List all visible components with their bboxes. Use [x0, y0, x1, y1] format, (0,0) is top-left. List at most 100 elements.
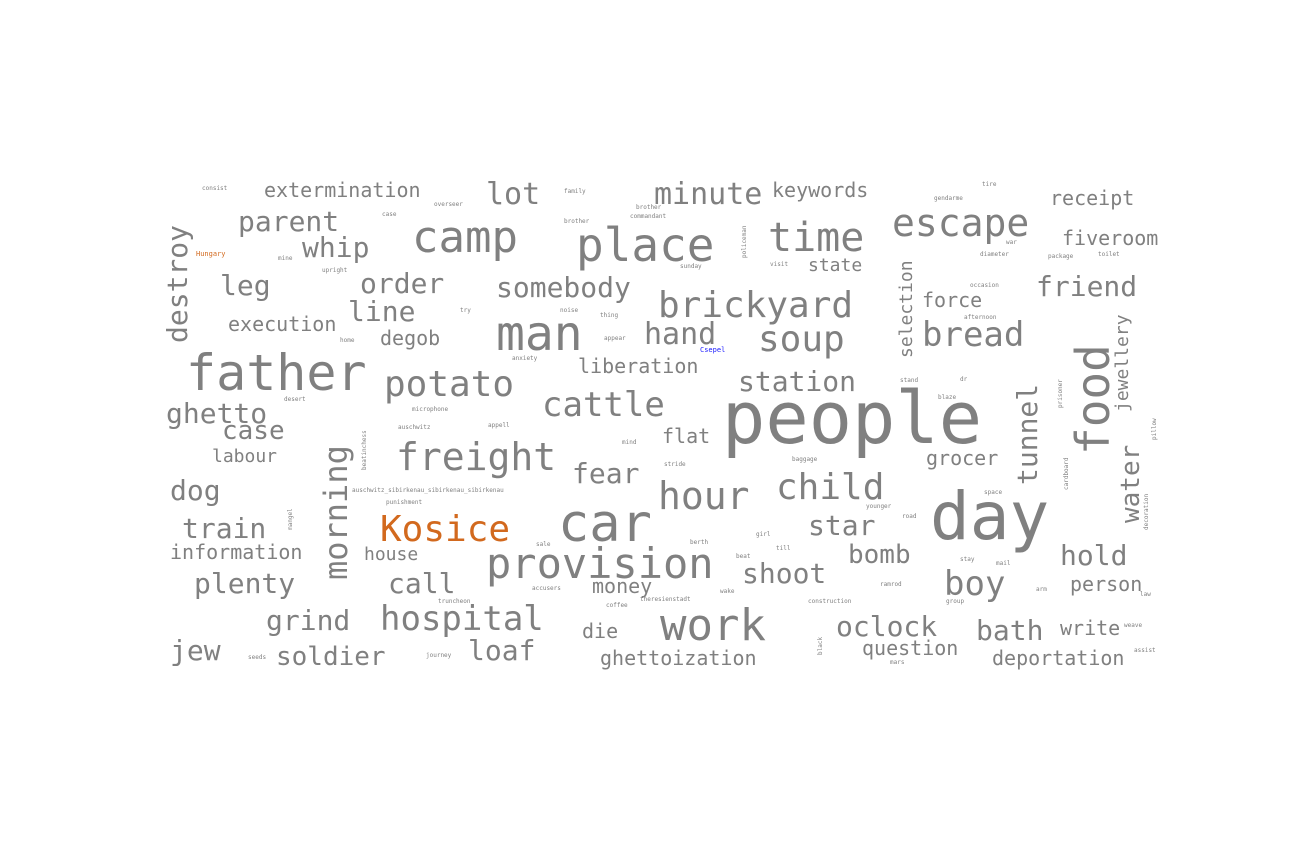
cloud-word: case	[222, 416, 285, 446]
cloud-word: baggage	[792, 456, 818, 463]
cloud-word: family	[564, 188, 586, 195]
cloud-word: microphone	[412, 406, 449, 413]
cloud-word: hold	[1060, 539, 1128, 572]
cloud-word: information	[170, 540, 303, 564]
cloud-word: brother	[636, 204, 662, 211]
cloud-word: execution	[228, 312, 337, 336]
cloud-word: stand	[900, 377, 919, 384]
cloud-word: jewellery	[1112, 314, 1133, 412]
cloud-word: hour	[658, 474, 750, 518]
cloud-word: stride	[664, 461, 686, 468]
cloud-word: Hungary	[196, 250, 226, 258]
cloud-word: write	[1060, 616, 1121, 640]
cloud-word: plenty	[194, 567, 296, 600]
cloud-word: food	[1066, 344, 1120, 455]
cloud-word: question	[862, 636, 959, 660]
cloud-word: younger	[866, 503, 892, 510]
cloud-word: grind	[266, 604, 351, 637]
cloud-word: truncheon	[438, 598, 471, 605]
cloud-word: ghetto	[166, 397, 268, 430]
cloud-word: degob	[380, 326, 441, 350]
cloud-word: money	[592, 574, 653, 598]
cloud-word: selection	[896, 260, 917, 358]
cloud-word: train	[182, 512, 267, 545]
cloud-word: policeman	[741, 225, 748, 258]
cloud-word: parent	[238, 205, 340, 238]
cloud-word: berth	[690, 539, 709, 546]
cloud-word: mars	[890, 659, 905, 666]
cloud-word: brickyard	[658, 285, 854, 326]
cloud-word: receipt	[1050, 186, 1135, 210]
cloud-word: father	[186, 344, 367, 402]
cloud-word: jew	[170, 634, 221, 667]
cloud-word: tire	[982, 181, 997, 188]
cloud-word: liberation	[578, 354, 699, 378]
cloud-word: seeds	[248, 654, 267, 661]
cloud-word: car	[558, 494, 652, 554]
cloud-word: stay	[960, 556, 975, 563]
cloud-word: day	[930, 478, 1050, 555]
cloud-word: hospital	[380, 599, 544, 639]
cloud-word: accusers	[532, 585, 561, 592]
cloud-word: oclock	[836, 610, 938, 643]
cloud-word: fiveroom	[1062, 226, 1159, 250]
cloud-word: freight	[396, 435, 557, 479]
cloud-word: overseer	[434, 201, 463, 208]
cloud-word: till	[776, 545, 791, 552]
cloud-word: visit	[770, 261, 789, 268]
cloud-word: whip	[302, 231, 370, 264]
cloud-word: diameter	[980, 251, 1009, 258]
cloud-word: blaze	[938, 394, 957, 401]
cloud-word: destroy	[161, 224, 194, 343]
cloud-word: beatinchess	[361, 430, 368, 470]
cloud-word: gendarme	[934, 195, 963, 202]
cloud-word: sunday	[680, 263, 702, 270]
cloud-word: upright	[322, 267, 348, 274]
cloud-word: flat	[662, 424, 711, 448]
cloud-word: prisoner	[1057, 379, 1064, 408]
cloud-word: assist	[1134, 647, 1156, 654]
cloud-word: potato	[384, 364, 515, 405]
cloud-word: morning	[317, 445, 355, 580]
cloud-word: pillow	[1151, 418, 1158, 440]
cloud-word: tunnel	[1011, 383, 1044, 485]
cloud-word: extermination	[264, 178, 421, 202]
cloud-word: order	[360, 267, 445, 300]
cloud-word: ramrod	[880, 581, 902, 588]
cloud-word: keywords	[772, 178, 869, 202]
cloud-word: labour	[212, 446, 278, 467]
cloud-word: man	[496, 306, 583, 362]
cloud-word: dog	[170, 474, 221, 507]
cloud-word: package	[1048, 253, 1074, 260]
cloud-word: work	[660, 600, 766, 651]
cloud-word: provision	[486, 539, 714, 588]
cloud-word: noise	[560, 307, 579, 314]
cloud-word: Csepel	[700, 346, 726, 354]
cloud-word: auschwitz	[398, 424, 431, 431]
cloud-word: theresienstadt	[640, 596, 691, 603]
cloud-word: decoration	[1143, 493, 1150, 530]
cloud-word: friend	[1036, 270, 1138, 303]
cloud-word: punishment	[386, 499, 423, 506]
cloud-word: weave	[1124, 622, 1143, 629]
cloud-word: law	[1140, 591, 1151, 598]
cloud-word: shoot	[742, 557, 827, 590]
cloud-word: line	[348, 295, 416, 328]
cloud-word: Kosice	[380, 509, 511, 550]
cloud-word: time	[768, 215, 865, 261]
cloud-word: star	[808, 509, 876, 542]
cloud-word: lot	[486, 177, 541, 212]
cloud-word: appell	[488, 422, 510, 429]
cloud-word: desert	[284, 396, 306, 403]
cloud-word: somebody	[496, 271, 631, 304]
cloud-word: girl	[756, 531, 771, 538]
cloud-word: leg	[220, 269, 271, 302]
cloud-word: deportation	[992, 646, 1125, 670]
cloud-word: commandant	[630, 213, 667, 220]
cloud-word: occasion	[970, 282, 999, 289]
cloud-word: afternoon	[964, 314, 997, 321]
cloud-word: coffee	[606, 602, 628, 609]
cloud-word: arm	[1036, 586, 1047, 593]
cloud-word: camp	[412, 212, 518, 263]
